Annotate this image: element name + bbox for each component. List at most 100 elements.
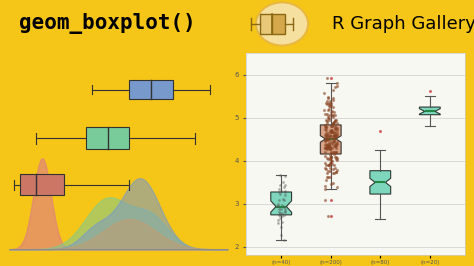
Point <box>321 123 328 128</box>
Point <box>329 88 337 92</box>
Point <box>329 114 337 119</box>
Point <box>333 142 340 146</box>
Point <box>278 233 285 237</box>
Bar <box>86 127 129 149</box>
Point <box>329 136 337 140</box>
Point <box>330 119 337 124</box>
Point <box>324 94 332 99</box>
Point <box>327 130 335 134</box>
Point <box>281 209 289 213</box>
Point <box>328 134 336 138</box>
Point <box>279 203 286 207</box>
PathPatch shape <box>419 107 440 115</box>
Point <box>329 98 337 102</box>
Point <box>331 127 338 132</box>
Point <box>329 150 337 154</box>
Point <box>321 153 328 158</box>
Point <box>332 146 339 150</box>
Point <box>328 146 336 150</box>
Point <box>329 171 337 175</box>
Point <box>323 145 331 149</box>
Point <box>275 207 283 211</box>
Point <box>331 85 339 89</box>
Point <box>324 130 332 135</box>
Point <box>332 136 339 140</box>
Point <box>326 142 333 146</box>
Point <box>323 156 331 160</box>
Point <box>329 181 337 185</box>
Point <box>332 123 339 128</box>
Point <box>320 91 328 95</box>
Point <box>324 136 331 141</box>
Point <box>322 135 329 140</box>
Point <box>331 113 339 117</box>
Point <box>328 150 335 154</box>
Point <box>333 155 340 160</box>
Point <box>322 101 329 105</box>
Point <box>274 218 282 222</box>
Point <box>326 147 333 151</box>
Point <box>279 210 286 215</box>
Point <box>329 113 337 117</box>
PathPatch shape <box>271 192 292 215</box>
Point <box>329 105 337 109</box>
Point <box>321 165 328 170</box>
Point <box>332 118 340 122</box>
Point <box>329 140 337 144</box>
Point <box>323 112 330 116</box>
Point <box>321 127 329 131</box>
Text: R Graph Gallery: R Graph Gallery <box>332 15 474 33</box>
Point <box>327 166 334 171</box>
Point <box>321 133 328 137</box>
Point <box>330 131 337 135</box>
FancyBboxPatch shape <box>260 14 272 34</box>
Text: geom_boxplot(): geom_boxplot() <box>19 14 196 34</box>
Point <box>326 162 333 166</box>
Point <box>325 163 333 167</box>
Point <box>281 185 288 190</box>
Point <box>326 134 333 139</box>
Point <box>331 144 338 148</box>
Point <box>277 225 284 229</box>
Point <box>328 159 336 163</box>
Point <box>331 144 338 148</box>
Point <box>323 76 331 80</box>
Point <box>323 143 331 147</box>
Point <box>323 99 331 103</box>
Point <box>324 143 332 147</box>
Bar <box>129 81 173 99</box>
Point <box>324 157 332 161</box>
Point <box>328 128 336 132</box>
Point <box>332 126 339 130</box>
Point <box>330 139 337 143</box>
Point <box>278 220 286 224</box>
Point <box>328 109 336 114</box>
Point <box>321 150 329 154</box>
Point <box>322 146 329 151</box>
Point <box>324 146 331 150</box>
Point <box>327 129 334 134</box>
Point <box>322 118 329 123</box>
Point <box>323 133 331 138</box>
Point <box>327 128 335 132</box>
Point <box>333 185 341 189</box>
Point <box>281 190 289 194</box>
Point <box>330 152 338 156</box>
Point <box>330 150 338 154</box>
Point <box>331 119 338 123</box>
Point <box>280 238 288 242</box>
Point <box>328 113 336 117</box>
Point <box>324 95 332 100</box>
Point <box>321 161 328 165</box>
Point <box>328 142 335 146</box>
Point <box>329 122 337 126</box>
Point <box>333 168 341 172</box>
Point <box>323 135 330 139</box>
Point <box>281 182 289 187</box>
Point <box>329 130 337 134</box>
Point <box>332 150 340 154</box>
Point <box>332 142 339 147</box>
Point <box>328 130 336 134</box>
Point <box>330 163 337 167</box>
Point <box>322 131 330 135</box>
